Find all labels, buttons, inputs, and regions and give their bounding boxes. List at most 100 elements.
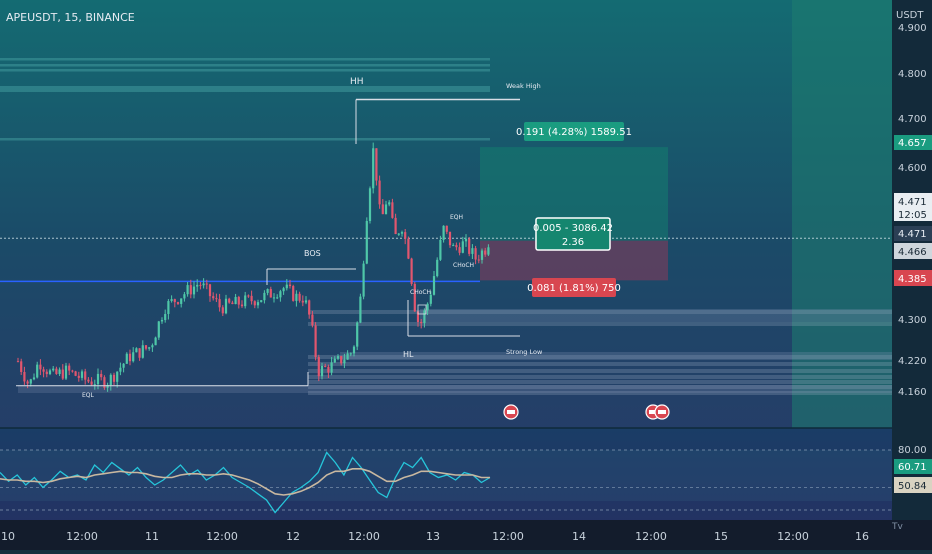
candle [183, 294, 186, 299]
last-price-badge-2: 4.471 [898, 229, 927, 240]
candle [151, 345, 154, 348]
candle [311, 314, 314, 326]
candle [141, 345, 144, 358]
candle [458, 247, 461, 253]
candle [234, 296, 237, 305]
demand-zone [308, 362, 892, 366]
candle [426, 303, 429, 311]
candle [61, 369, 64, 379]
candle [362, 263, 365, 297]
candle [240, 304, 244, 307]
candle [304, 300, 308, 303]
candle [368, 188, 372, 222]
candle [461, 241, 464, 253]
candle [74, 371, 77, 376]
osc-last-badge-2-bg [894, 477, 932, 493]
candle [186, 285, 189, 295]
candle [407, 238, 410, 259]
order-block-zone [18, 385, 892, 393]
candle [250, 295, 253, 302]
level-band [0, 58, 490, 61]
target-price-badge-bg [894, 135, 932, 150]
demand-zone [308, 385, 892, 389]
level-band [0, 69, 490, 72]
candle [352, 346, 356, 354]
candle [52, 368, 55, 371]
demand-zone [308, 380, 892, 384]
liquidity-marker [417, 304, 427, 315]
candle [122, 363, 125, 368]
candle [397, 233, 400, 235]
candle [487, 247, 490, 255]
candle [125, 353, 128, 364]
candle [119, 367, 122, 372]
candle [48, 370, 52, 375]
candle [16, 361, 20, 363]
target-label-box [524, 122, 624, 141]
candle [295, 293, 298, 301]
candle [167, 301, 170, 315]
candle [266, 289, 269, 293]
demand-zone [308, 369, 892, 373]
candle [157, 321, 160, 338]
candle [468, 238, 471, 254]
candle [116, 371, 119, 382]
choch-label-2: CHoCH [453, 262, 474, 269]
candle [180, 298, 183, 304]
candle [400, 232, 404, 234]
candle [196, 284, 199, 287]
y-tick-label: 4.900 [898, 23, 927, 34]
candle [330, 362, 333, 373]
candle [445, 225, 448, 232]
candle [484, 250, 487, 255]
candle [448, 231, 452, 246]
candle [455, 245, 458, 248]
candle [112, 374, 116, 382]
osc-y-tick-label: 80.00 [898, 445, 927, 456]
candle [423, 310, 426, 324]
stop-price-badge: 4.385 [898, 274, 927, 285]
x-tick-label: 12:00 [635, 530, 667, 543]
x-tick-label: 11 [145, 530, 159, 543]
candle [106, 384, 109, 388]
candle [199, 284, 202, 286]
x-tick-label: 12:00 [492, 530, 524, 543]
candle [260, 300, 263, 303]
candle [253, 301, 256, 306]
candle [359, 296, 362, 323]
candle [176, 302, 180, 304]
x-tick-label: 13 [426, 530, 440, 543]
last-price-badge-2-bg [894, 226, 932, 241]
candle [404, 232, 407, 239]
candle [391, 202, 394, 218]
entry-price-badge-bg [894, 243, 932, 259]
candle [36, 364, 39, 378]
candle [231, 302, 234, 305]
hh-label: HH [350, 77, 364, 87]
candle [276, 297, 279, 299]
candle [346, 353, 349, 360]
y-tick-label: 4.300 [898, 315, 927, 326]
candle [154, 337, 157, 346]
candle [208, 284, 212, 297]
candle [221, 307, 224, 314]
candle [413, 283, 416, 312]
candle [100, 373, 103, 378]
candle [292, 286, 295, 301]
candle [477, 259, 480, 261]
candle [215, 298, 218, 300]
candle [90, 381, 93, 385]
time-axis [0, 520, 932, 550]
x-tick-label: 12:00 [66, 530, 98, 543]
candle [228, 298, 231, 303]
target-label-text: 0.191 (4.28%) 1589.51 [516, 127, 632, 138]
entry-label-text-1: 0.005 - 3086.42 [533, 223, 613, 234]
demand-zone [308, 391, 892, 395]
candle [244, 295, 247, 307]
demand-zone [308, 375, 892, 379]
eql-label: EQL [82, 392, 95, 399]
entry-label-box [535, 217, 611, 251]
x-tick-label: 12:00 [206, 530, 238, 543]
candle [356, 322, 359, 347]
